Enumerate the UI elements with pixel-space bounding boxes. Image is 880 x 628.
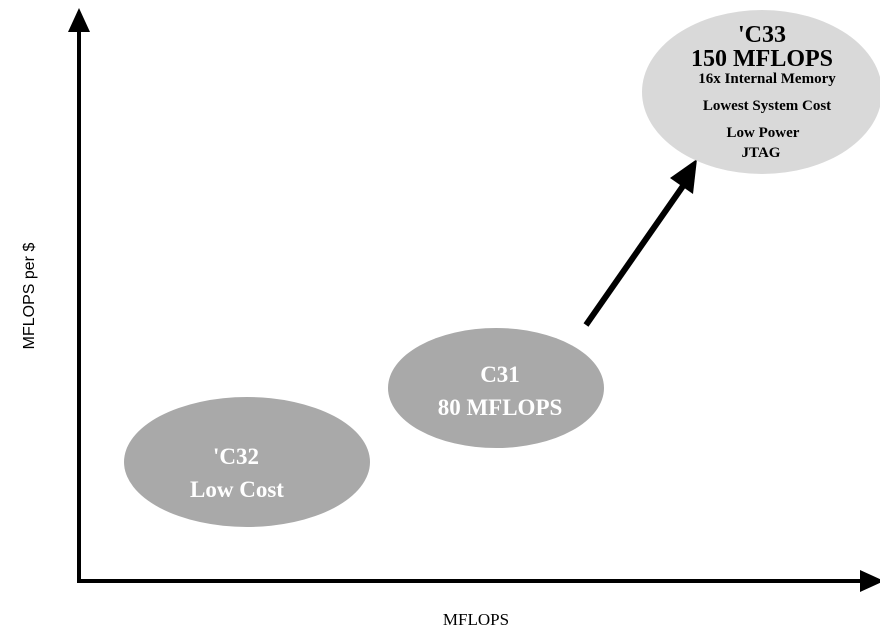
- x-axis: [77, 570, 880, 592]
- node-c33-feature: Lowest System Cost: [703, 98, 831, 114]
- arrow-up-right-icon: [583, 159, 697, 327]
- node-c33: 'C33 150 MFLOPS 16x Internal Memory Lowe…: [642, 10, 880, 174]
- node-c33-feature: 16x Internal Memory: [698, 71, 836, 87]
- node-c32-title: 'C32: [213, 444, 259, 469]
- node-c33-shape: [642, 10, 880, 174]
- node-c32-subtitle: Low Cost: [190, 477, 284, 502]
- node-c32: 'C32 Low Cost: [124, 397, 370, 527]
- node-c31-title: C31: [480, 362, 520, 387]
- x-axis-arrowhead-icon: [860, 570, 880, 592]
- node-c33-title: 'C33: [738, 22, 786, 48]
- node-c31-shape: [388, 328, 604, 448]
- node-c31: C31 80 MFLOPS: [388, 328, 604, 448]
- node-c31-subtitle: 80 MFLOPS: [438, 395, 563, 420]
- x-axis-label: MFLOPS: [443, 610, 509, 628]
- node-c33-feature: Low Power: [727, 125, 800, 141]
- y-axis-arrowhead-icon: [68, 8, 90, 32]
- y-axis: [68, 8, 90, 583]
- node-c33-subtitle: 150 MFLOPS: [691, 46, 833, 72]
- node-c33-feature: JTAG: [742, 145, 781, 161]
- y-axis-label: MFLOPS per $: [21, 243, 38, 350]
- node-c32-shape: [124, 397, 370, 527]
